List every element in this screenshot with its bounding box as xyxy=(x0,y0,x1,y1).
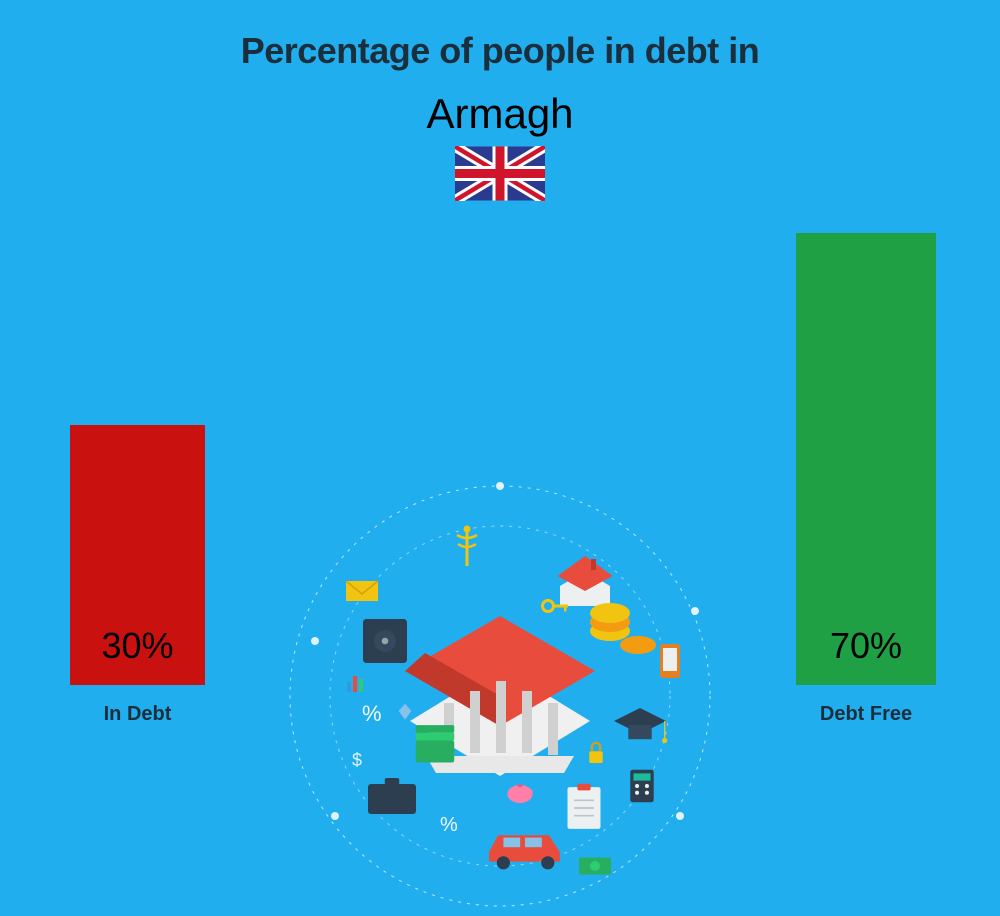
in-debt-label: In Debt xyxy=(104,703,172,726)
in-debt-percent: 30% xyxy=(101,625,173,667)
page-title: Percentage of people in debt in xyxy=(0,0,1000,72)
svg-text:%: % xyxy=(440,814,458,836)
debt-free-label: Debt Free xyxy=(820,703,912,726)
debt-free-bar-group: 70% Debt Free xyxy=(796,233,936,726)
in-debt-bar-group: 30% In Debt xyxy=(70,425,205,726)
finance-illustration-icon: % % $ xyxy=(280,476,720,916)
city-name: Armagh xyxy=(0,90,1000,138)
debt-free-bar: 70% xyxy=(796,233,936,685)
chart-area: 30% In Debt 70% Debt Free xyxy=(0,216,1000,776)
uk-flag-icon xyxy=(455,146,545,201)
debt-free-percent: 70% xyxy=(830,625,902,667)
svg-text:$: $ xyxy=(352,750,362,770)
svg-text:%: % xyxy=(362,701,382,726)
in-debt-bar: 30% xyxy=(70,425,205,685)
